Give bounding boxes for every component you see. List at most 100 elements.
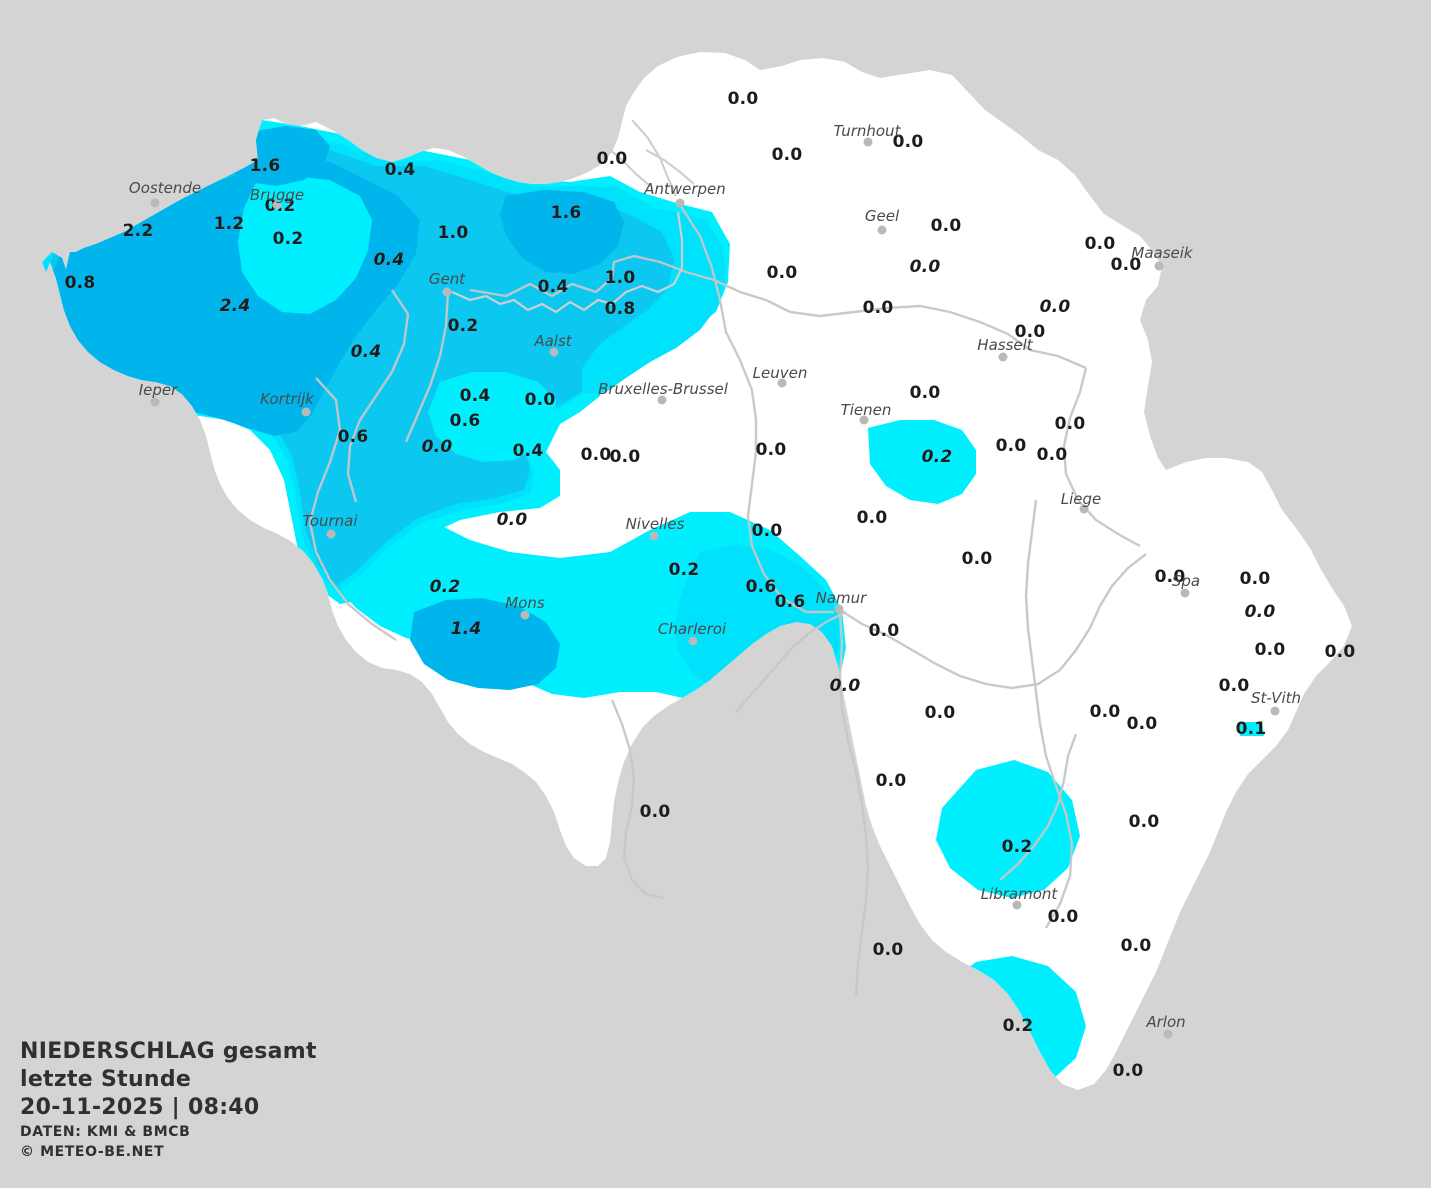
city-dot [675,198,685,208]
precip-value: 0.0 [892,132,924,152]
precip-value: 0.0 [1324,642,1356,662]
city-dot [863,137,873,147]
city-label: Antwerpen [644,180,726,198]
precip-value: 0.6 [449,411,481,431]
city-label: Charleroi [657,620,727,638]
city-label: Aalst [534,332,572,350]
precip-value: 0.0 [639,802,671,822]
city-label: Nivelles [625,515,685,533]
precip-value: 0.8 [64,273,96,293]
precip-value: 0.4 [459,386,491,406]
precip-value: 0.0 [421,437,453,457]
precip-value: 0.0 [856,508,888,528]
precip-value: 0.0 [1089,702,1121,722]
city-dot [834,604,844,614]
city-dot [877,225,887,235]
precip-value: 0.0 [924,703,956,723]
precip-value: 0.0 [727,89,759,109]
precip-value: 0.2 [921,447,953,467]
city-label: Brugge [249,186,305,204]
precip-value: 1.2 [213,214,245,234]
precip-value: 0.4 [537,277,569,297]
city-dot [520,610,530,620]
precip-value: 2.4 [219,296,251,316]
city-dot [1079,504,1089,514]
precip-value: 0.0 [496,510,528,530]
caption-copyright: © METEO-BE.NET [20,1144,165,1161]
precip-value: 0.0 [1254,640,1286,660]
city-dot [272,200,282,210]
city-label: Bruxelles-Brussel [598,380,728,398]
city-dot [998,352,1008,362]
city-dot [442,287,452,297]
city-label: Hasselt [977,336,1033,354]
precip-value: 0.0 [1047,907,1079,927]
city-dot [657,395,667,405]
precip-value: 0.0 [1014,322,1046,342]
caption-datetime: 20-11-2025 | 08:40 [20,1095,260,1121]
province-borders [308,204,1147,997]
precip-value: 0.0 [875,771,907,791]
city-dot [1180,588,1190,598]
precip-value: 0.4 [373,250,405,270]
precip-value: 0.0 [755,440,787,460]
city-dot [150,198,160,208]
caption-subtitle: letzte Stunde [20,1066,192,1092]
precip-value: 0.2 [668,560,700,580]
patch-libramont [936,760,1080,898]
precip-value: 0.0 [930,216,962,236]
precip-value: 0.0 [751,521,783,541]
city-dot [1163,1029,1173,1039]
city-dot [859,415,869,425]
city-label: Arlon [1146,1013,1186,1031]
precip-value: 0.4 [384,160,416,180]
precip-value: 0.0 [1036,445,1068,465]
city-label: Oostende [128,179,202,197]
city-label: St-Vith [1250,689,1302,707]
city-label: Tournai [302,512,358,530]
precip-value: 0.0 [868,621,900,641]
caption-title: NIEDERSCHLAG gesamt [20,1038,317,1064]
precip-value: 0.2 [1002,1016,1034,1036]
precip-value: 0.8 [604,299,636,319]
precip-value: 0.0 [609,447,641,467]
city-label: Leuven [752,364,808,382]
precip-value: 0.0 [771,145,803,165]
city-label: Geel [864,207,900,225]
precip-value: 0.0 [995,436,1027,456]
city-label: Spa [1171,572,1201,590]
precip-value: 0.0 [580,445,612,465]
city-label: Mons [505,594,545,612]
city-dot [688,636,698,646]
precip-value: 1.0 [437,223,469,243]
precip-value: 0.0 [1112,1061,1144,1081]
city-label: Libramont [980,885,1058,903]
city-label: Liege [1060,490,1102,508]
precip-value: 0.4 [512,441,544,461]
precip-value: 0.0 [1239,569,1271,589]
city-label: Gent [428,270,466,288]
precip-value: 0.0 [1128,812,1160,832]
precip-value: 0.4 [350,342,382,362]
city-dot [1270,706,1280,716]
precip-value: 0.0 [909,257,941,277]
precip-value: 0.2 [272,229,304,249]
precip-value: 2.2 [122,221,154,241]
patch-1p6-antwerp [500,190,624,274]
city-dot [1154,261,1164,271]
city-label: Ieper [138,381,178,399]
precip-value: 0.0 [1039,297,1071,317]
precip-value: 0.0 [1084,234,1116,254]
city-label: Turnhout [833,122,901,140]
precip-value: 0.0 [1054,414,1086,434]
map-caption: NIEDERSCHLAG gesamt letzte Stunde 20-11-… [20,1038,317,1162]
patch-stvith [1240,722,1264,736]
precip-value: 0.2 [1001,837,1033,857]
precip-value: 1.6 [249,156,281,176]
precip-value: 0.0 [524,390,556,410]
patch-tienen [868,420,976,504]
city-label: Maaseik [1131,244,1193,262]
precip-value: 0.0 [909,383,941,403]
patch-brugge-light [238,176,372,314]
